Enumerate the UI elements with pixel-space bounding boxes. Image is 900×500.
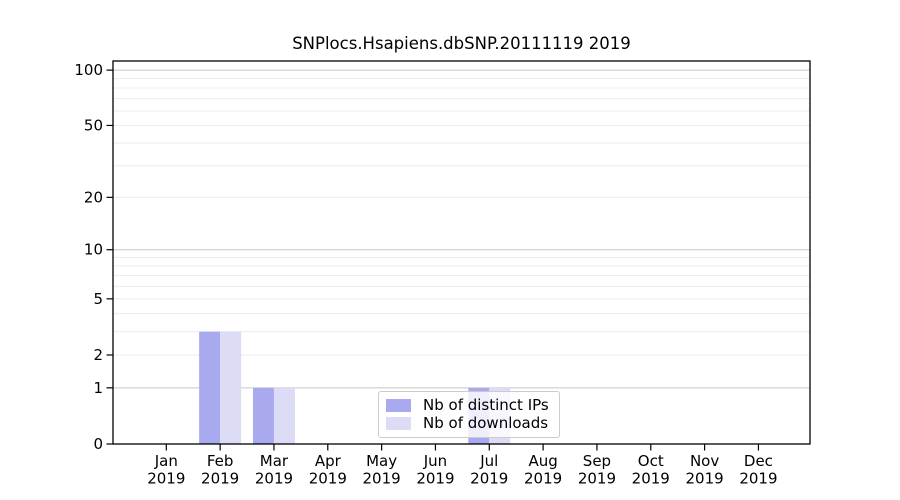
y-tick-label-100: 100: [74, 61, 103, 79]
plot-border: [112, 60, 811, 445]
x-tick-label-feb: Feb 2019: [201, 452, 239, 488]
x-tick-label-dec: Dec 2019: [739, 452, 777, 488]
y-tick-label-10: 10: [84, 241, 103, 259]
legend-label-distinct-ips: Nb of distinct IPs: [423, 395, 549, 414]
legend-item-distinct-ips: Nb of distinct IPs: [386, 396, 551, 415]
x-tick-label-jul: Jul 2019: [470, 452, 508, 488]
legend: Nb of distinct IPs Nb of downloads: [378, 391, 560, 438]
y-tick-label-5: 5: [93, 290, 103, 308]
x-tick-label-oct: Oct 2019: [632, 452, 670, 488]
y-tick-label-50: 50: [84, 116, 103, 134]
bar-feb-nb-of-distinct-ips: [199, 331, 221, 444]
x-tick-label-apr: Apr 2019: [309, 452, 347, 488]
chart-title: SNPlocs.Hsapiens.dbSNP.20111119 2019: [292, 34, 631, 53]
x-tick-label-sep: Sep 2019: [578, 452, 616, 488]
legend-item-downloads: Nb of downloads: [386, 415, 551, 434]
y-tick-label-1: 1: [93, 379, 103, 397]
y-tick-label-0: 0: [93, 435, 103, 453]
bar-feb-nb-of-downloads: [220, 331, 242, 444]
x-tick-label-mar: Mar 2019: [255, 452, 293, 488]
legend-swatch-downloads: [386, 417, 411, 431]
bar-mar-nb-of-distinct-ips: [252, 387, 274, 444]
x-tick-label-nov: Nov 2019: [686, 452, 724, 488]
x-tick-label-aug: Aug 2019: [524, 452, 562, 488]
y-tick-label-20: 20: [84, 188, 103, 206]
x-tick-label-may: May 2019: [363, 452, 401, 488]
legend-swatch-distinct-ips: [386, 398, 411, 412]
bar-mar-nb-of-downloads: [273, 387, 295, 444]
x-tick-label-jun: Jun 2019: [416, 452, 454, 488]
y-tick-label-2: 2: [93, 346, 103, 364]
legend-label-downloads: Nb of downloads: [423, 414, 549, 433]
x-tick-label-jan: Jan 2019: [147, 452, 185, 488]
